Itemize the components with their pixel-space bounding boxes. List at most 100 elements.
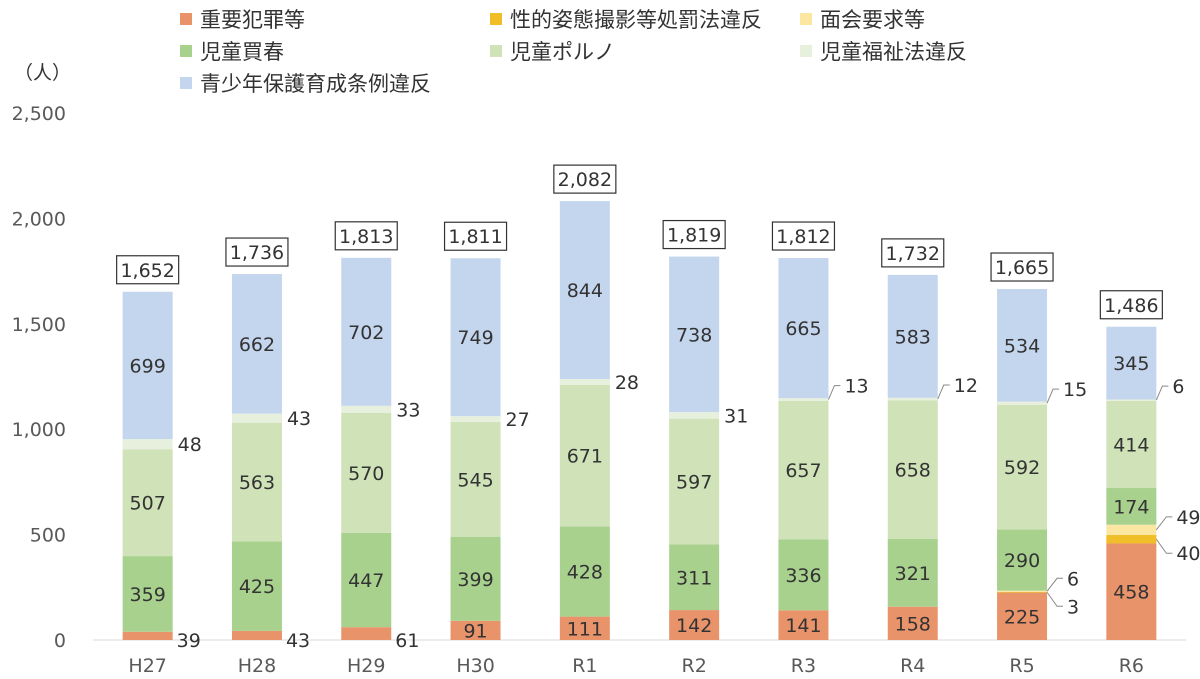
y-tick-label: 1,500 xyxy=(12,314,66,336)
total-label-box xyxy=(116,255,180,285)
data-label: 458 xyxy=(1113,582,1149,604)
bar-segment xyxy=(778,400,829,540)
legend-item: 重要犯罪等 xyxy=(180,4,305,34)
total-label-box xyxy=(334,221,398,251)
leader-line xyxy=(827,385,841,400)
data-label: 592 xyxy=(1004,457,1040,479)
y-tick-label: 2,500 xyxy=(12,103,66,125)
total-label: 1,732 xyxy=(886,243,940,265)
data-label: 13 xyxy=(844,376,868,398)
bar-segment xyxy=(997,592,1048,640)
bar-segment xyxy=(559,616,610,640)
bar-segment xyxy=(122,556,173,632)
bar-segment xyxy=(450,536,501,621)
total-label: 2,082 xyxy=(558,169,612,191)
total-label-box xyxy=(553,164,617,194)
x-tick-label: R1 xyxy=(572,655,597,677)
data-label: 33 xyxy=(396,399,420,421)
bar-segment xyxy=(231,541,282,631)
bar-segment xyxy=(341,405,392,413)
bar-segment xyxy=(231,413,282,423)
data-label: 665 xyxy=(785,318,821,340)
y-tick-label: 0 xyxy=(54,630,66,652)
data-label: 12 xyxy=(954,375,978,397)
bar-segment xyxy=(1106,543,1157,640)
bar-segment xyxy=(669,418,720,545)
bar-segment xyxy=(1106,535,1157,544)
bar-segment xyxy=(669,412,720,419)
data-label: 345 xyxy=(1113,353,1149,375)
bar-segment xyxy=(559,201,610,380)
bar-segment xyxy=(997,289,1048,402)
total-label-box xyxy=(225,237,289,267)
total-label: 1,811 xyxy=(448,226,502,248)
legend-swatch xyxy=(180,13,192,25)
data-label: 507 xyxy=(130,493,166,515)
bar-segment xyxy=(1106,326,1157,400)
legend-label: 面会要求等 xyxy=(820,8,925,32)
bar-segment xyxy=(1106,399,1157,401)
bar-segment xyxy=(778,398,829,401)
data-label: 27 xyxy=(506,409,530,431)
data-label: 31 xyxy=(724,405,748,427)
bar-segment xyxy=(997,529,1048,591)
y-tick-label: 2,000 xyxy=(12,208,66,230)
data-label: 43 xyxy=(287,408,311,430)
y-axis-unit-label: （人） xyxy=(14,62,72,84)
bar-segment xyxy=(341,627,392,640)
legend-label: 児童福祉法違反 xyxy=(820,40,967,64)
legend-swatch xyxy=(490,13,502,25)
bar-segment xyxy=(1106,400,1157,489)
data-label: 40 xyxy=(1176,543,1200,565)
data-label: 570 xyxy=(348,463,384,485)
data-label: 48 xyxy=(178,434,202,456)
bar-segment xyxy=(669,256,720,413)
leader-line xyxy=(937,384,950,400)
legend-item: 児童買春 xyxy=(180,36,284,66)
data-label: 447 xyxy=(348,570,384,592)
leader-line xyxy=(1155,516,1173,531)
data-label: 702 xyxy=(348,322,384,344)
bar-segment xyxy=(778,258,829,399)
bar-segment xyxy=(1106,524,1157,536)
total-label-box xyxy=(990,252,1054,282)
total-label: 1,736 xyxy=(230,242,284,264)
data-label: 158 xyxy=(895,613,931,635)
x-tick-label: R5 xyxy=(1009,655,1034,677)
bar-segment xyxy=(450,258,501,417)
bar-segment xyxy=(122,449,173,557)
legend-item: 性的姿態撮影等処罰法違反 xyxy=(490,4,762,34)
bar-segment xyxy=(231,630,282,640)
legend-swatch xyxy=(800,13,812,25)
total-label: 1,665 xyxy=(995,257,1049,279)
bar-segment xyxy=(341,532,392,628)
leader-line xyxy=(1155,385,1169,401)
x-tick-label: R3 xyxy=(791,655,816,677)
x-tick-label: R6 xyxy=(1119,655,1144,677)
bar-segment xyxy=(997,591,1048,593)
data-label: 174 xyxy=(1113,496,1149,518)
y-tick-label: 1,000 xyxy=(12,419,66,441)
leader-line xyxy=(1046,591,1064,607)
data-label: 225 xyxy=(1004,606,1040,628)
total-label-box xyxy=(771,221,836,251)
bar-segment xyxy=(887,400,938,540)
bar-segment xyxy=(341,257,392,406)
x-tick-label: R4 xyxy=(900,655,925,677)
data-label: 671 xyxy=(567,446,603,468)
data-label: 39 xyxy=(177,630,201,652)
bar-segment xyxy=(450,620,501,640)
data-label: 399 xyxy=(457,569,493,591)
data-label: 534 xyxy=(1004,335,1040,357)
bar-segment xyxy=(887,606,938,640)
data-label: 425 xyxy=(239,576,275,598)
x-tick-label: R2 xyxy=(682,655,707,677)
legend-swatch xyxy=(180,77,192,89)
data-label: 583 xyxy=(895,326,931,348)
data-label: 6 xyxy=(1172,376,1184,398)
bar-segment xyxy=(559,379,610,385)
x-tick-label: H27 xyxy=(128,655,166,677)
data-label: 563 xyxy=(239,472,275,494)
data-label: 142 xyxy=(676,615,712,637)
bar-segment xyxy=(997,401,1048,405)
